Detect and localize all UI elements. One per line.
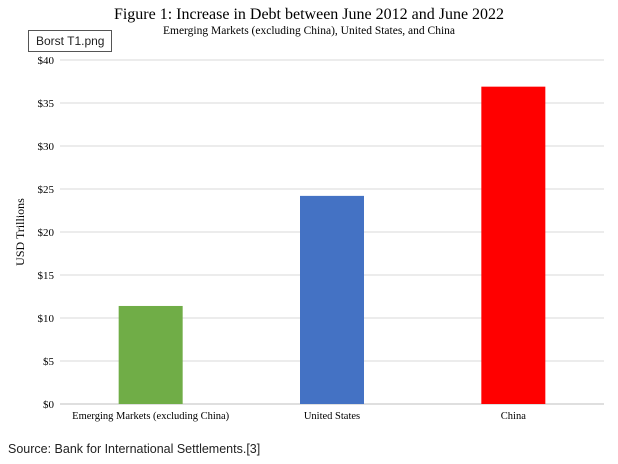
x-category-label: China: [501, 411, 526, 422]
x-category-label: United States: [304, 411, 360, 422]
x-category-label: Emerging Markets (excluding China): [72, 411, 229, 422]
bar: [300, 195, 364, 404]
y-tick-label: $0: [43, 399, 55, 411]
y-axis-label: USD Trillions: [13, 198, 27, 266]
y-tick-label: $20: [38, 227, 55, 239]
bar: [118, 305, 183, 404]
bar-chart: $0 $5 $10 $15 $20 $25 $30 $35 $40 USD Trillions Em…: [13, 55, 604, 422]
chart-subtitle: Emerging Markets (excluding China), Unit…: [162, 25, 456, 37]
y-tick-label: $15: [38, 270, 55, 282]
source-note: Source: Bank for International Settlemen…: [8, 442, 261, 456]
file-name-tag: Borst T1.png: [28, 30, 113, 52]
bar: [481, 86, 546, 404]
y-tick-label: $5: [43, 356, 55, 368]
y-tick-label: $30: [38, 141, 55, 153]
y-tick-label: $40: [38, 55, 55, 67]
y-tick-label: $10: [38, 313, 55, 325]
y-tick-label: $25: [38, 184, 55, 196]
chart-title: Figure 1: Increase in Debt between June …: [113, 6, 505, 23]
y-tick-label: $35: [38, 98, 55, 110]
